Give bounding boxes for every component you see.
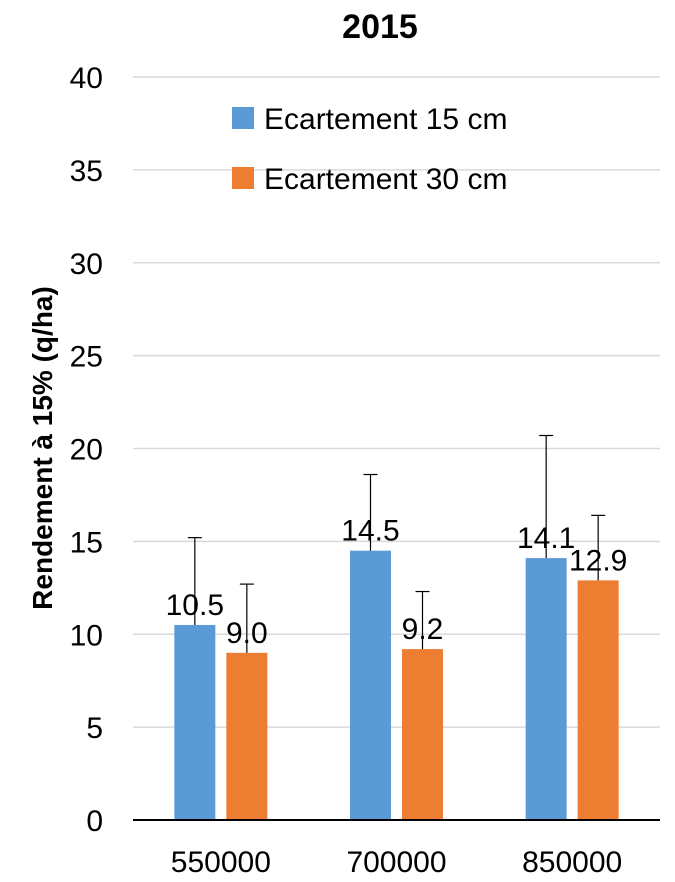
bar [226, 652, 268, 820]
y-tick-label: 0 [86, 805, 103, 838]
bar [402, 649, 443, 820]
data-labels: 10.59.0 14.5 9.2 14.112.9 [166, 515, 628, 650]
legend: Ecartement 15 cm Ecartement 30 cm [232, 103, 507, 196]
y-tick-labels: 0 5 10 15 20 25 30 35 40 [70, 62, 103, 838]
chart-title: 2015 [342, 8, 418, 46]
bar [350, 550, 391, 820]
gridlines [133, 76, 660, 728]
data-label: 14.5 [341, 515, 399, 548]
y-axis-label: Rendement à 15% (q/ha) [27, 286, 58, 610]
data-label: 9.2 [402, 613, 444, 646]
data-label: 14.1 [517, 522, 575, 555]
error-bars [187, 434, 606, 653]
bar [174, 624, 216, 820]
x-tick-label: 700000 [346, 846, 446, 879]
legend-label: Ecartement 15 cm [264, 103, 507, 136]
legend-swatch [232, 167, 254, 189]
y-tick-label: 10 [70, 619, 103, 652]
x-tick-label: 550000 [171, 846, 271, 879]
bars [174, 550, 619, 820]
legend-swatch [232, 107, 254, 129]
x-tick-labels: 550000 700000 850000 [171, 846, 622, 879]
y-tick-label: 30 [70, 248, 103, 281]
data-label: 9.0 [226, 617, 268, 650]
y-tick-label: 20 [70, 434, 103, 467]
bar [525, 558, 567, 820]
y-tick-label: 40 [70, 62, 103, 95]
data-label: 12.9 [569, 544, 627, 577]
data-label: 10.5 [166, 589, 224, 622]
y-tick-label: 35 [70, 155, 103, 188]
y-tick-label: 25 [70, 341, 103, 374]
x-tick-label: 850000 [522, 846, 622, 879]
bar [577, 580, 619, 820]
legend-label: Ecartement 30 cm [264, 163, 507, 196]
y-tick-label: 5 [86, 712, 103, 745]
y-tick-label: 15 [70, 526, 103, 559]
